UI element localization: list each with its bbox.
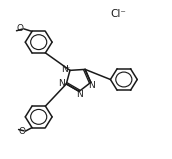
Text: O: O [18,127,25,136]
Text: N: N [76,90,83,99]
Text: N: N [58,80,64,88]
Text: O: O [16,24,23,33]
Text: N: N [61,65,68,74]
Text: Cl⁻: Cl⁻ [110,9,126,18]
Text: +: + [64,65,70,70]
Text: N: N [88,81,95,90]
